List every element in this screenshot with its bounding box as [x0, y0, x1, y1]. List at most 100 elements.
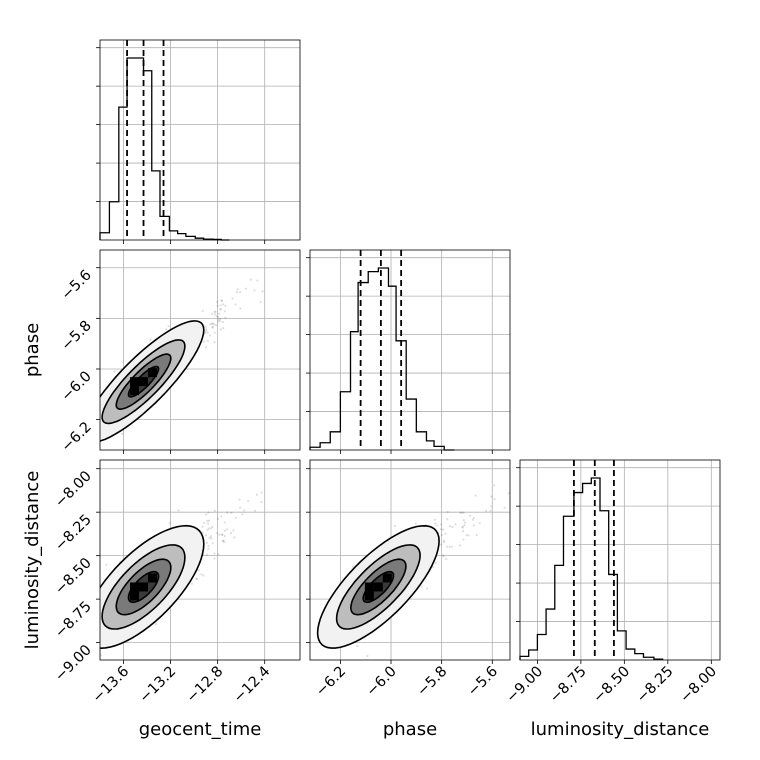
sample-point [462, 519, 465, 522]
density-cell [148, 573, 158, 583]
sample-point [461, 526, 464, 529]
sample-point [260, 500, 263, 503]
density-cell [130, 377, 140, 387]
sample-point [207, 527, 211, 530]
hist-panel-phase [306, 249, 511, 454]
sample-point [224, 304, 227, 307]
sample-point [224, 316, 227, 319]
sample-point [93, 413, 95, 415]
sample-point [207, 545, 210, 548]
sample-point [220, 515, 223, 518]
sample-point [213, 310, 216, 313]
y-tick-label: −5.8 [59, 318, 95, 354]
panel-frame [99, 39, 301, 241]
sample-point [425, 587, 429, 590]
sample-point [260, 491, 263, 494]
sample-point [235, 291, 238, 294]
sample-point [195, 577, 198, 580]
sample-point [197, 569, 200, 572]
sample-point [239, 307, 242, 310]
y-tick-label: −8.00 [52, 468, 95, 511]
sample-point [223, 540, 226, 544]
sample-point [202, 340, 205, 343]
sample-point [223, 310, 226, 313]
sample-point [87, 419, 89, 421]
sample-point [209, 323, 212, 326]
density-cell [148, 368, 158, 378]
panel-frame [99, 249, 301, 451]
sample-point [207, 522, 210, 525]
histogram-geocent_time [99, 57, 230, 241]
sample-point [211, 322, 214, 325]
sample-point [216, 316, 220, 319]
sample-point [209, 334, 212, 337]
scatter-content [89, 491, 263, 657]
sample-point [167, 325, 170, 328]
sample-point [97, 609, 99, 611]
sample-point [210, 322, 213, 325]
density-cell [130, 582, 140, 592]
sample-point [98, 416, 100, 418]
sample-point [226, 511, 229, 514]
sample-point [213, 331, 216, 334]
x-tick-label: −12.8 [184, 664, 227, 707]
scatter-panel-phase-luminosity_distance: −6.2 −6.0 −5.8 −5.6 [306, 453, 517, 700]
sample-point [98, 410, 100, 412]
sample-point [223, 521, 226, 524]
sample-point [211, 325, 214, 328]
sample-point [205, 328, 208, 331]
sample-point [221, 320, 224, 324]
sample-point [209, 527, 212, 530]
sample-point [211, 525, 214, 529]
sample-point [214, 310, 217, 313]
density-cell [139, 582, 149, 592]
y-tick-label: −9.00 [52, 642, 95, 685]
sample-point [211, 312, 214, 315]
sample-point [211, 326, 214, 329]
sample-point [97, 409, 99, 411]
sample-point [253, 509, 257, 512]
sample-point [234, 303, 237, 306]
sample-point [230, 511, 233, 514]
sample-point [465, 534, 468, 537]
sample-point [201, 525, 204, 528]
sample-point [208, 536, 211, 540]
sample-point [511, 453, 513, 455]
sample-point [442, 539, 446, 542]
sample-point [79, 452, 81, 454]
sample-point [149, 338, 152, 341]
sample-point [94, 421, 96, 423]
sample-point [243, 509, 246, 512]
sample-point [239, 290, 242, 294]
sample-point [515, 483, 517, 485]
sample-point [214, 313, 217, 316]
sample-point [89, 636, 91, 638]
density-cell [139, 377, 149, 387]
sample-point [202, 521, 206, 525]
density-cell [130, 386, 140, 396]
sample-point [222, 327, 225, 330]
sample-point [213, 323, 216, 326]
sample-point [444, 532, 447, 535]
sample-point [195, 578, 198, 581]
sample-point [489, 509, 492, 512]
sample-point [220, 299, 223, 302]
sample-point [105, 563, 108, 566]
sample-point [206, 339, 209, 343]
sample-point [206, 553, 209, 556]
sample-point [217, 517, 220, 521]
sample-point [213, 552, 216, 555]
sample-point [478, 522, 481, 525]
sample-point [121, 432, 124, 435]
hist-panel-geocent_time [96, 39, 301, 244]
sample-point [229, 531, 233, 535]
sample-point [204, 325, 207, 328]
sample-point [234, 516, 237, 519]
sample-point [215, 300, 219, 303]
y-tick-label: −5.6 [59, 267, 95, 303]
sample-point [206, 331, 209, 334]
sample-point [433, 518, 437, 521]
sample-point [97, 622, 99, 624]
sample-point [89, 416, 91, 418]
